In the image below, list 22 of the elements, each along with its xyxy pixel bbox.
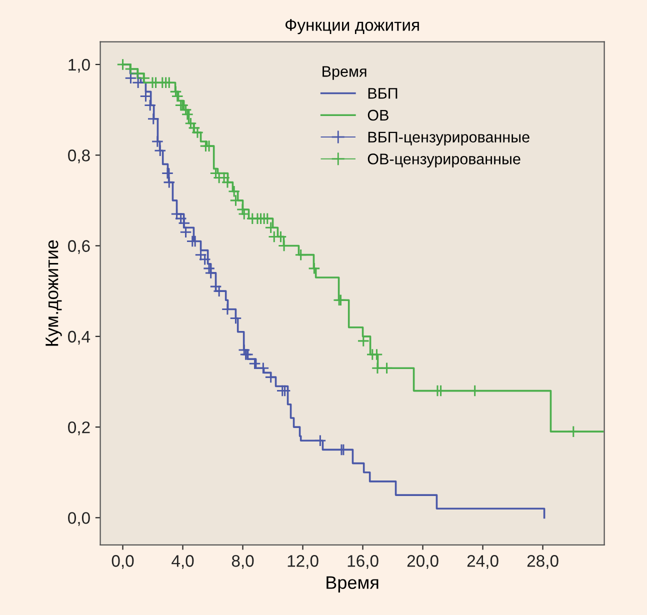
x-tick-label: 4,0 <box>172 555 194 569</box>
x-tick-label: 16,0 <box>348 555 378 569</box>
legend-label: ОВ-цензурированные <box>368 154 520 168</box>
y-tick-label: 0,6 <box>68 240 90 254</box>
y-axis-title: Кум.дожитие <box>46 240 62 346</box>
x-tick-label: 12,0 <box>288 555 318 569</box>
x-tick-label: 24,0 <box>467 555 498 569</box>
legend-label: ОВ <box>368 110 388 121</box>
legend-label: ВБП-цензурированные <box>368 132 530 146</box>
legend-label: ВБП <box>368 88 398 99</box>
x-tick-label: 0,0 <box>112 555 134 569</box>
y-tick-label: 0,0 <box>68 512 90 526</box>
legend-title: Время <box>322 66 366 80</box>
y-tick-label: 1,0 <box>68 58 90 73</box>
chart-title: Функции дожития <box>285 19 419 34</box>
y-tick-label: 0,2 <box>68 421 90 436</box>
y-tick-label: 0,4 <box>68 330 90 345</box>
x-tick-label: 8,0 <box>232 555 254 569</box>
y-tick-label: 0,8 <box>68 150 90 164</box>
x-axis-title: Время <box>326 576 378 593</box>
x-tick-label: 28,0 <box>527 555 558 569</box>
x-tick-label: 20,0 <box>407 555 438 569</box>
